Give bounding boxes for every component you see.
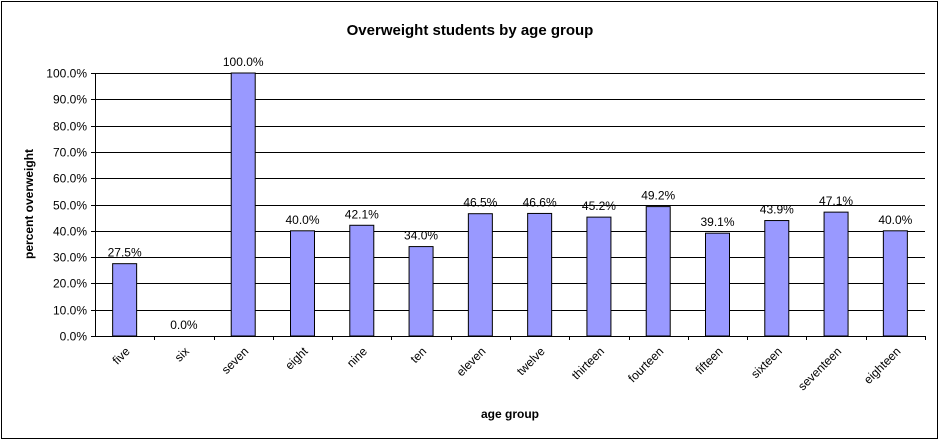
bar-eleven bbox=[467, 213, 493, 337]
y-tick-label: 40.0% bbox=[53, 225, 87, 239]
data-label-ten: 34.0% bbox=[404, 229, 438, 243]
x-tick-label-eighteen: eighteen bbox=[861, 344, 903, 386]
data-label-eleven: 46.5% bbox=[463, 196, 497, 210]
x-tick-label-thirteen: thirteen bbox=[569, 344, 607, 382]
x-tick-label-seventeen: seventeen bbox=[795, 344, 844, 393]
axes bbox=[95, 73, 925, 337]
y-tick-label: 20.0% bbox=[53, 277, 87, 291]
bar-thirteen bbox=[586, 216, 612, 337]
y-tick-label: 30.0% bbox=[53, 251, 87, 265]
x-tick-label-nine: nine bbox=[344, 344, 370, 370]
bar-nine bbox=[349, 224, 375, 337]
x-tick-label-fourteen: fourteen bbox=[625, 344, 666, 385]
x-tick-label-seven: seven bbox=[219, 344, 252, 377]
y-tick-label: 60.0% bbox=[53, 172, 87, 186]
bar-fourteen bbox=[645, 206, 671, 337]
y-tick-labels: 0.0% 10.0% 20.0% 30.0% 40.0% 50.0% 60.0% 70.0% 8… bbox=[46, 67, 95, 344]
data-label-eight: 40.0% bbox=[285, 213, 319, 227]
y-tick-label: 80.0% bbox=[53, 120, 87, 134]
bar-seventeen bbox=[823, 211, 849, 337]
y-tick-label: 100.0% bbox=[46, 67, 87, 81]
x-tick-label-ten: ten bbox=[407, 344, 429, 366]
x-tick-label-twelve: twelve bbox=[514, 344, 548, 378]
bar-five bbox=[112, 263, 138, 337]
x-tick-label-fifteen: fifteen bbox=[693, 344, 726, 377]
y-axis-title: percent overweight bbox=[22, 149, 36, 259]
bar-ten bbox=[408, 246, 434, 337]
y-tick-label: 0.0% bbox=[60, 330, 88, 344]
gridlines bbox=[95, 73, 925, 311]
data-label-eighteen: 40.0% bbox=[878, 213, 912, 227]
y-tick-label: 90.0% bbox=[53, 93, 87, 107]
x-tick-labels: five six seven eight nine ten eleven twelve thir… bbox=[110, 336, 926, 393]
x-tick-label-eleven: eleven bbox=[454, 344, 489, 379]
bar-twelve bbox=[527, 212, 553, 337]
data-label-seven: 100.0% bbox=[223, 55, 264, 69]
x-tick-label-eight: eight bbox=[282, 344, 311, 373]
y-tick-label: 10.0% bbox=[53, 304, 87, 318]
bar-eight bbox=[290, 230, 315, 337]
y-tick-label: 70.0% bbox=[53, 146, 87, 160]
chart-title: Overweight students by age group bbox=[347, 22, 594, 39]
data-label-sixteen: 43.9% bbox=[760, 203, 794, 217]
x-tick-label-sixteen: sixteen bbox=[748, 344, 785, 381]
y-tick-label: 50.0% bbox=[53, 199, 87, 213]
data-labels: 27.5% 0.0% 100.0% 40.0% 42.1% 34.0% 46.5% 46.6%… bbox=[108, 55, 913, 332]
data-label-thirteen: 45.2% bbox=[582, 199, 616, 213]
data-label-six: 0.0% bbox=[170, 318, 198, 332]
data-label-fifteen: 39.1% bbox=[700, 215, 734, 229]
bar-eighteen bbox=[882, 230, 908, 337]
bar-sixteen bbox=[764, 220, 790, 337]
bar-seven bbox=[230, 72, 256, 337]
data-label-twelve: 46.6% bbox=[523, 195, 557, 209]
x-axis-title: age group bbox=[481, 407, 539, 421]
data-label-five: 27.5% bbox=[108, 246, 142, 260]
data-label-fourteen: 49.2% bbox=[641, 189, 675, 203]
x-tick-label-five: five bbox=[110, 344, 133, 367]
x-tick-label-six: six bbox=[172, 344, 192, 364]
data-label-nine: 42.1% bbox=[345, 207, 379, 221]
data-label-seventeen: 47.1% bbox=[819, 194, 853, 208]
bar-fifteen bbox=[705, 232, 730, 337]
